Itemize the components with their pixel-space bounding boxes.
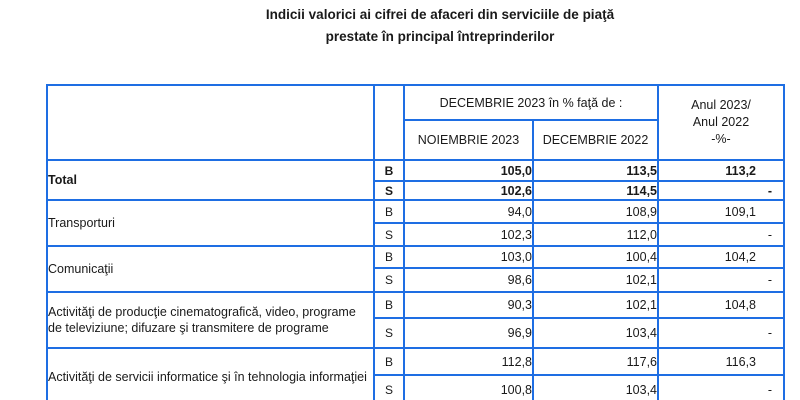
table-row: S 102,6 114,5 - [47, 180, 785, 201]
value-november: 105,0 [403, 159, 534, 182]
value-november: 102,6 [403, 180, 534, 201]
table-row: Transporturi B 94,0 108,9 109,1 [46, 199, 785, 247]
year-ratio-line-1: Anul 2023/ [691, 98, 751, 112]
header-december: DECEMBRIE 2022 [532, 119, 659, 161]
category-label: Comunicaţii [46, 245, 375, 293]
value-december: 113,5 [532, 159, 659, 182]
page-title: Indicii valorici ai cifrei de afaceri di… [0, 4, 800, 48]
bs-indicator: B [373, 347, 405, 376]
value-annual: 113,2 [657, 159, 785, 182]
title-line-1: Indicii valorici ai cifrei de afaceri di… [265, 7, 615, 22]
table-row: S 100,8 103,4 - [47, 374, 785, 400]
value-december: 114,5 [532, 180, 659, 201]
value-annual: 109,1 [657, 199, 785, 224]
table-row: S 98,6 102,1 - [47, 267, 785, 293]
value-november: 112,8 [403, 347, 534, 376]
value-december: 112,0 [532, 222, 659, 247]
value-annual: 104,8 [657, 291, 785, 319]
value-november: 96,9 [403, 317, 534, 349]
value-december: 102,1 [532, 267, 659, 293]
value-annual: - [657, 180, 785, 201]
indices-table: DECEMBRIE 2023 în % faţă de : Anul 2023/… [46, 84, 785, 400]
header-row-1: DECEMBRIE 2023 în % faţă de : Anul 2023/… [46, 84, 785, 161]
bs-indicator: S [373, 267, 405, 293]
value-annual: - [657, 222, 785, 247]
header-november: NOIEMBRIE 2023 [403, 119, 534, 161]
bs-indicator: B [373, 291, 405, 319]
value-annual: - [657, 374, 785, 400]
category-label: Transporturi [46, 199, 375, 247]
value-november: 90,3 [403, 291, 534, 319]
bs-indicator: B [373, 199, 405, 224]
header-empty-bs [373, 84, 405, 161]
year-ratio-line-2: Anul 2022 [692, 115, 750, 129]
value-december: 117,6 [532, 347, 659, 376]
value-december: 108,9 [532, 199, 659, 224]
category-label: Total [46, 159, 375, 201]
value-november: 94,0 [403, 199, 534, 224]
value-annual: 116,3 [657, 347, 785, 376]
value-december: 103,4 [532, 317, 659, 349]
value-november: 102,3 [403, 222, 534, 247]
value-november: 100,8 [403, 374, 534, 400]
year-ratio-line-3: -%- [711, 132, 731, 146]
table-row: Activităţi de producţie cinematografică,… [46, 291, 785, 349]
value-december: 102,1 [532, 291, 659, 319]
header-comparison-title: DECEMBRIE 2023 în % faţă de : [403, 84, 659, 121]
value-november: 98,6 [403, 267, 534, 293]
header-empty-category [46, 84, 375, 161]
bs-indicator: B [373, 245, 405, 269]
value-annual: 104,2 [657, 245, 785, 269]
table-row: Comunicaţii B 103,0 100,4 104,2 [46, 245, 785, 293]
category-label: Activităţi de servicii informatice şi în… [46, 347, 375, 400]
value-annual: - [657, 267, 785, 293]
bs-indicator: S [373, 374, 405, 400]
table-row: Activităţi de servicii informatice şi în… [46, 347, 785, 400]
value-december: 100,4 [532, 245, 659, 269]
bs-indicator: B [373, 159, 405, 182]
table-row: S 102,3 112,0 - [47, 222, 785, 247]
header-row-2: NOIEMBRIE 2023 DECEMBRIE 2022 [47, 119, 784, 161]
bs-indicator: S [373, 317, 405, 349]
value-november: 103,0 [403, 245, 534, 269]
value-annual: - [657, 317, 785, 349]
table-row: S 96,9 103,4 - [47, 317, 785, 349]
bs-indicator: S [373, 180, 405, 201]
value-december: 103,4 [532, 374, 659, 400]
table-row: Total B 105,0 113,5 113,2 [46, 159, 785, 201]
header-year-ratio: Anul 2023/ Anul 2022 -%- [657, 84, 785, 161]
title-line-2: prestate în principal întreprinderilor [325, 29, 555, 44]
category-label: Activităţi de producţie cinematografică,… [46, 291, 375, 349]
bs-indicator: S [373, 222, 405, 247]
